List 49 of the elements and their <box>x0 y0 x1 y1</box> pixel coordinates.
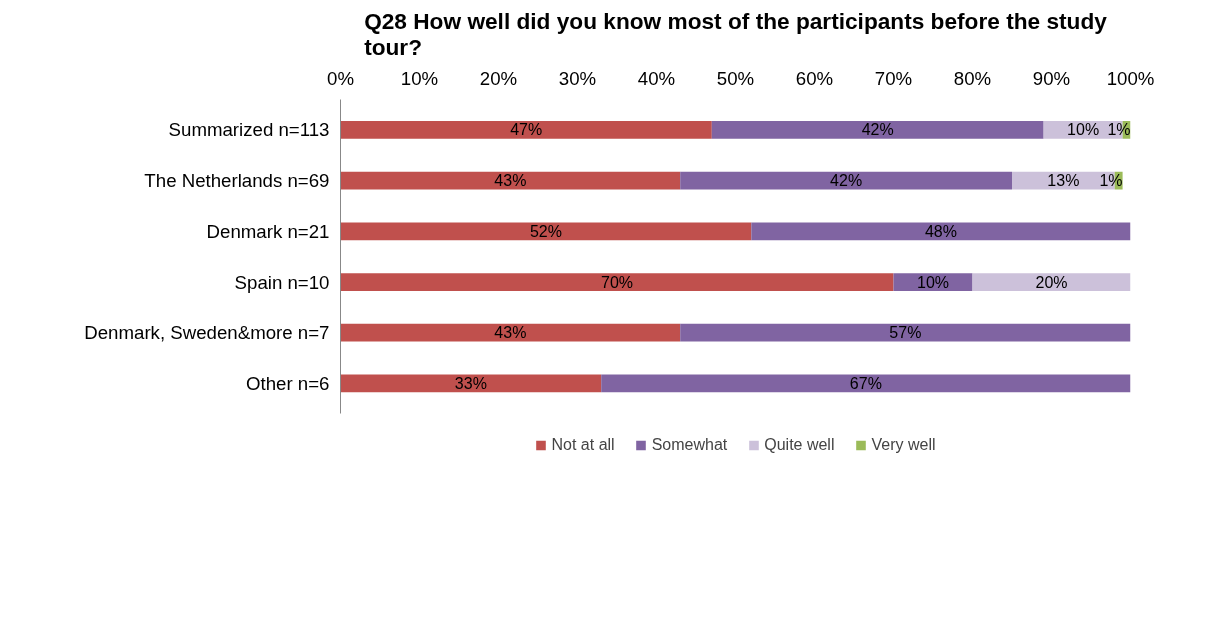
legend-label: Not at all <box>551 436 615 454</box>
legend-label: Very well <box>871 436 936 454</box>
x-tick-label: 70% <box>874 67 913 89</box>
data-label: 70% <box>600 273 634 291</box>
data-label: 33% <box>454 374 487 392</box>
legend-label: Quite well <box>764 436 835 454</box>
bar <box>711 121 1044 139</box>
data-label: 42% <box>830 172 863 190</box>
bar <box>340 323 681 342</box>
data-label: 10% <box>1067 121 1100 139</box>
bar <box>601 374 1131 393</box>
data-label: 13% <box>1047 172 1080 190</box>
data-label: 43% <box>494 324 527 342</box>
legend-label: Somewhat <box>651 436 728 454</box>
bar <box>340 171 681 190</box>
x-tick-label: 100% <box>1106 67 1155 89</box>
x-tick-label: 0% <box>327 67 354 89</box>
data-label: 43% <box>494 172 527 190</box>
y-tick-label: Denmark, Sweden&more n=7 <box>84 322 330 344</box>
bar <box>972 273 1131 291</box>
x-tick-label: 40% <box>637 67 676 89</box>
x-tick-label: 60% <box>795 67 834 89</box>
bar <box>340 273 894 291</box>
x-tick-label: 10% <box>400 67 439 89</box>
bar <box>680 323 1131 342</box>
y-tick-label: Spain n=10 <box>234 271 330 293</box>
y-tick-label: The Netherlands n=69 <box>144 170 330 192</box>
x-tick-label: 50% <box>716 67 755 89</box>
data-label: 47% <box>510 121 543 139</box>
x-tick-label: 30% <box>558 67 597 89</box>
data-label: 10% <box>916 273 950 291</box>
x-tick-label: 90% <box>1032 67 1071 89</box>
bar <box>340 222 752 241</box>
x-tick-label: 20% <box>479 67 518 89</box>
data-label: 57% <box>889 324 922 342</box>
data-label: 52% <box>529 222 562 240</box>
data-label: 20% <box>1035 273 1068 291</box>
data-label: 42% <box>861 121 894 139</box>
y-tick-label: Other n=6 <box>246 372 330 394</box>
x-tick-label: 80% <box>953 67 992 89</box>
data-label: 48% <box>924 222 957 240</box>
y-tick-label: Denmark n=21 <box>206 220 330 242</box>
bar <box>680 171 1012 190</box>
y-tick-label: Summarized n=113 <box>168 119 330 141</box>
bar <box>751 222 1131 241</box>
bar <box>340 121 712 139</box>
data-label: 67% <box>849 374 882 392</box>
chart-title: Q28 How well did you know most of the participants before the study tour? <box>364 7 1108 60</box>
bar <box>340 374 602 393</box>
